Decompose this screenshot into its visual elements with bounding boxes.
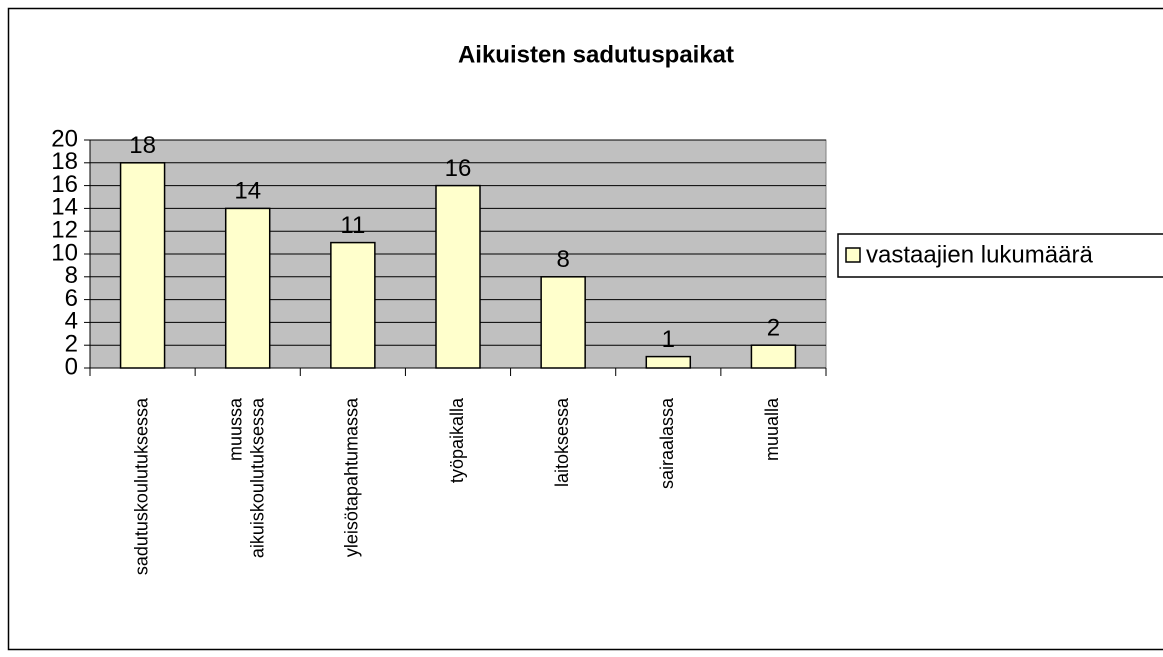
value-label: 1 <box>662 326 675 353</box>
x-tick-label: yleisötapahtumassa <box>342 397 362 557</box>
y-tick-label: 6 <box>65 285 78 312</box>
x-tick-label: sairaalassa <box>657 397 677 489</box>
bar <box>119 162 166 369</box>
value-label: 11 <box>340 212 365 239</box>
legend-label: vastaajien lukumäärä <box>866 241 1093 268</box>
legend-swatch <box>845 247 861 263</box>
bar <box>224 207 271 369</box>
value-label: 18 <box>129 132 156 159</box>
legend-box <box>837 233 1163 278</box>
bar <box>330 241 376 369</box>
value-label: 2 <box>767 315 780 342</box>
bar <box>435 184 481 369</box>
x-tick-label: laitoksessa <box>552 397 572 487</box>
bar <box>540 276 586 369</box>
y-tick-label: 8 <box>65 262 78 289</box>
x-tick-label: muussa aikuiskoulutuksessa <box>225 397 267 558</box>
value-label: 8 <box>556 246 569 273</box>
y-tick-label: 14 <box>51 194 78 221</box>
value-label: 14 <box>234 178 261 205</box>
y-tick-label: 20 <box>51 125 78 152</box>
y-tick-label: 0 <box>65 353 78 380</box>
x-tick-label: muualla <box>762 397 782 461</box>
y-tick-label: 16 <box>51 171 78 198</box>
y-tick-label: 10 <box>51 239 78 266</box>
y-tick-label: 4 <box>65 308 78 335</box>
y-tick-label: 2 <box>65 331 78 358</box>
bar <box>645 355 692 369</box>
value-label: 16 <box>445 155 472 182</box>
bar <box>750 344 797 369</box>
y-tick-label: 12 <box>51 217 78 244</box>
x-tick-label: sadutuskoulutuksessa <box>131 397 151 575</box>
y-tick-label: 18 <box>51 148 78 175</box>
x-tick-label: työpaikalla <box>447 397 467 483</box>
chart-title: Aikuisten sadutuspaikat <box>458 41 734 68</box>
